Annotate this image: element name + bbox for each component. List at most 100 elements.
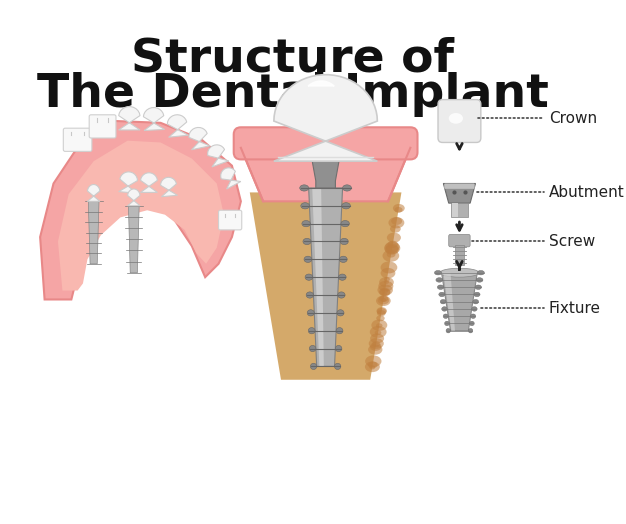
Ellipse shape: [385, 245, 399, 255]
Text: Crown: Crown: [548, 111, 597, 126]
Ellipse shape: [384, 280, 389, 284]
Ellipse shape: [302, 221, 310, 227]
Ellipse shape: [439, 292, 445, 297]
Ellipse shape: [301, 203, 309, 209]
FancyBboxPatch shape: [218, 210, 242, 230]
Ellipse shape: [387, 241, 398, 248]
Ellipse shape: [310, 363, 317, 369]
Polygon shape: [88, 201, 99, 264]
Ellipse shape: [379, 277, 394, 288]
Ellipse shape: [443, 314, 448, 319]
Ellipse shape: [370, 333, 384, 343]
Ellipse shape: [468, 329, 473, 333]
Ellipse shape: [377, 308, 386, 315]
Ellipse shape: [339, 256, 347, 263]
Polygon shape: [119, 107, 140, 130]
Polygon shape: [221, 168, 241, 189]
Ellipse shape: [300, 185, 309, 191]
Ellipse shape: [476, 278, 483, 282]
Ellipse shape: [377, 285, 393, 296]
FancyBboxPatch shape: [449, 234, 470, 247]
Ellipse shape: [342, 203, 351, 209]
Ellipse shape: [473, 300, 479, 304]
Ellipse shape: [376, 307, 387, 314]
Ellipse shape: [376, 315, 385, 321]
Text: The Dental Implant: The Dental Implant: [37, 72, 548, 117]
Ellipse shape: [340, 238, 348, 245]
Text: Abutment: Abutment: [548, 185, 624, 200]
Ellipse shape: [365, 355, 381, 367]
Polygon shape: [443, 272, 455, 331]
Ellipse shape: [384, 242, 400, 254]
Ellipse shape: [303, 238, 311, 245]
Ellipse shape: [449, 113, 463, 124]
FancyBboxPatch shape: [233, 127, 418, 159]
Ellipse shape: [375, 330, 381, 335]
Ellipse shape: [371, 320, 387, 331]
Ellipse shape: [337, 310, 344, 316]
Ellipse shape: [306, 292, 314, 298]
Polygon shape: [443, 183, 476, 203]
Ellipse shape: [338, 292, 345, 298]
Polygon shape: [167, 115, 188, 137]
Ellipse shape: [376, 323, 382, 328]
Ellipse shape: [377, 296, 389, 304]
Polygon shape: [119, 172, 138, 193]
Ellipse shape: [381, 261, 398, 274]
Ellipse shape: [305, 274, 312, 280]
Ellipse shape: [308, 328, 315, 334]
Ellipse shape: [472, 307, 477, 311]
Text: Screw: Screw: [548, 234, 595, 249]
Polygon shape: [312, 188, 324, 366]
Text: Structure of: Structure of: [131, 36, 454, 81]
Ellipse shape: [370, 326, 387, 338]
Ellipse shape: [382, 292, 387, 296]
Ellipse shape: [369, 365, 375, 369]
Ellipse shape: [372, 341, 381, 347]
Polygon shape: [143, 107, 165, 130]
Ellipse shape: [393, 204, 405, 212]
Polygon shape: [208, 145, 228, 167]
Polygon shape: [274, 75, 377, 161]
Ellipse shape: [440, 300, 446, 304]
Ellipse shape: [376, 296, 391, 306]
Ellipse shape: [394, 207, 403, 213]
Polygon shape: [58, 140, 224, 290]
Ellipse shape: [336, 345, 342, 352]
Ellipse shape: [384, 277, 390, 281]
Ellipse shape: [471, 314, 476, 319]
Ellipse shape: [440, 268, 479, 277]
Polygon shape: [312, 161, 339, 188]
Ellipse shape: [309, 345, 316, 352]
Ellipse shape: [446, 329, 451, 333]
Ellipse shape: [304, 256, 312, 263]
Polygon shape: [128, 189, 140, 206]
Bar: [453, 203, 458, 217]
Text: Fixture: Fixture: [548, 301, 600, 316]
Ellipse shape: [436, 278, 443, 282]
Bar: [455, 245, 464, 265]
Ellipse shape: [370, 343, 381, 351]
Ellipse shape: [342, 185, 351, 191]
Ellipse shape: [377, 310, 386, 316]
Ellipse shape: [381, 298, 386, 302]
Polygon shape: [441, 272, 477, 331]
FancyBboxPatch shape: [89, 115, 116, 138]
Ellipse shape: [387, 252, 396, 258]
Ellipse shape: [434, 270, 441, 275]
Ellipse shape: [391, 217, 402, 225]
Polygon shape: [128, 206, 139, 272]
Ellipse shape: [475, 285, 481, 289]
Ellipse shape: [379, 289, 390, 297]
Ellipse shape: [369, 338, 384, 349]
FancyBboxPatch shape: [444, 183, 475, 189]
Bar: [451, 203, 468, 217]
Ellipse shape: [477, 270, 485, 275]
Ellipse shape: [390, 225, 401, 233]
Polygon shape: [250, 192, 401, 380]
Ellipse shape: [368, 344, 382, 355]
FancyBboxPatch shape: [438, 100, 481, 143]
Polygon shape: [308, 81, 334, 86]
Polygon shape: [88, 184, 100, 201]
Ellipse shape: [378, 281, 393, 291]
